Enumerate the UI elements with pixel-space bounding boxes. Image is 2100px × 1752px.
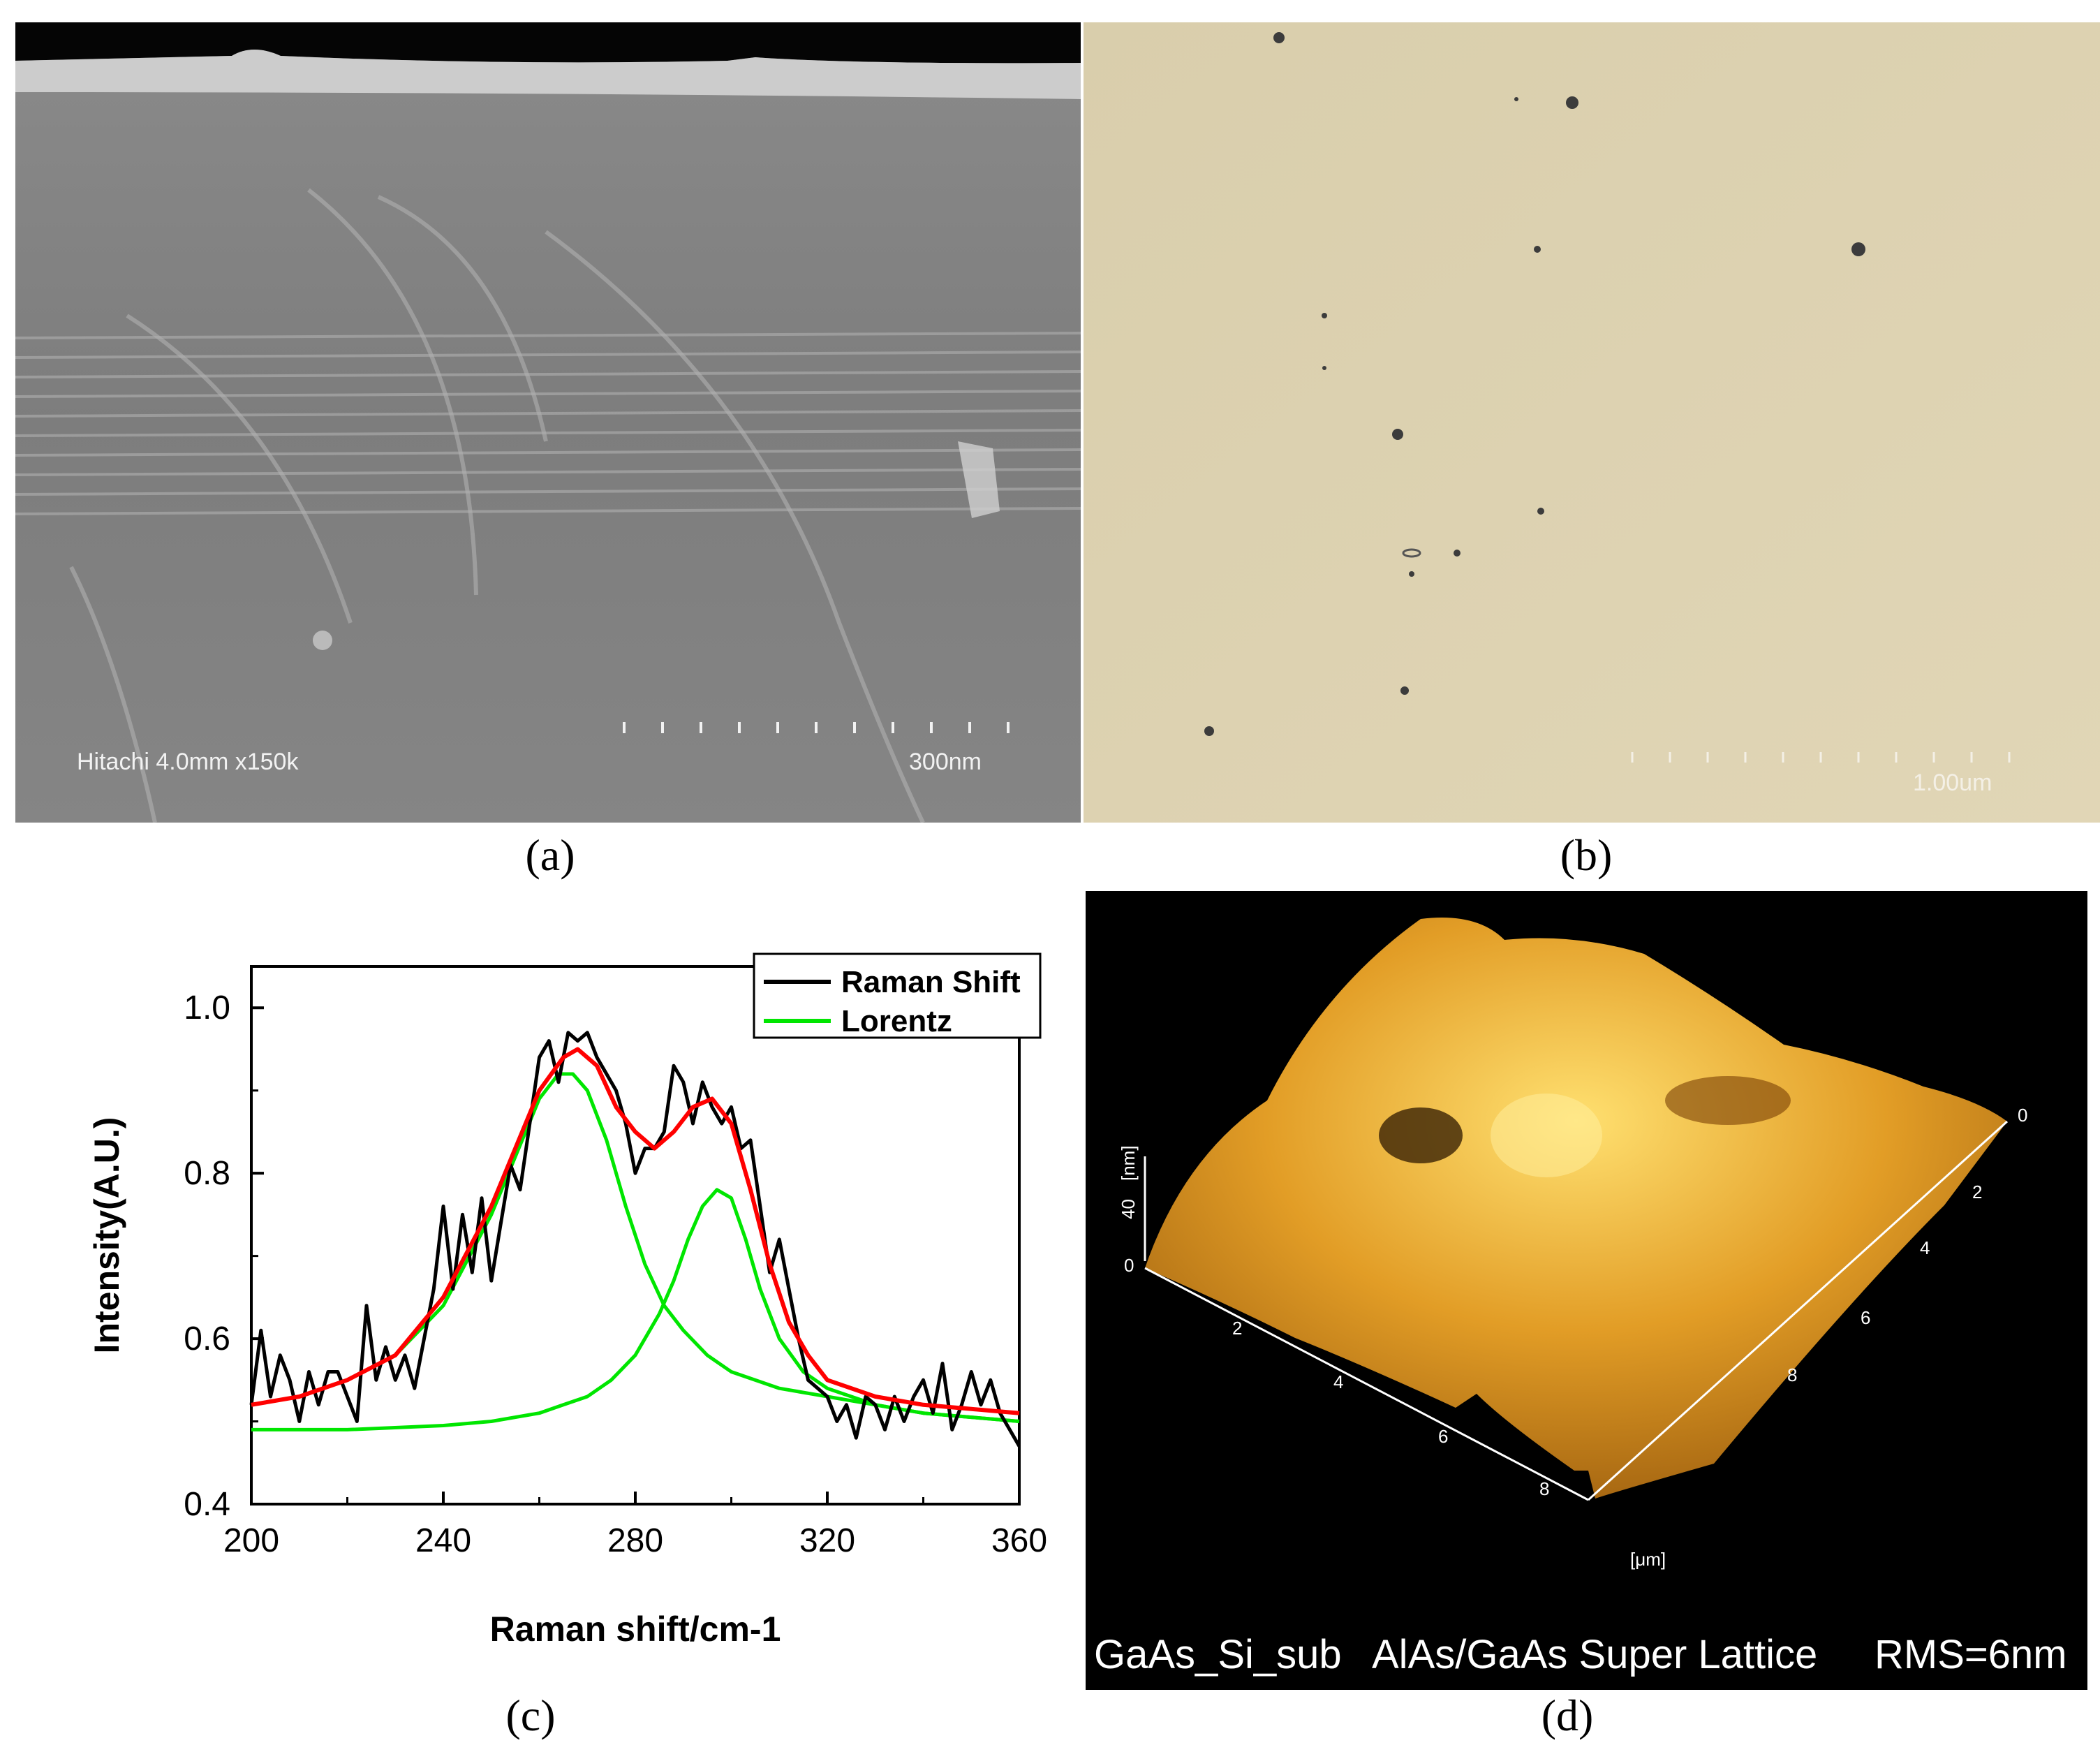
raman-chart-panel: 200 240 280 320 360 0.4 0.6 0.8 1.0 Raman Shift L…	[0, 908, 1082, 1662]
afm-structure-label: AlAs/GaAs Super Lattice	[1372, 1632, 1818, 1677]
caption-c: (c)	[505, 1691, 556, 1740]
z-tick-0: 0	[1124, 1255, 1134, 1276]
x-tick-label: 240	[415, 1522, 471, 1559]
y-tick-label: 0.6	[184, 1320, 230, 1357]
y-tick-2: 2	[1972, 1182, 1982, 1202]
y-tick-0: 0	[2018, 1105, 2027, 1126]
afm-bright-mound	[1491, 1094, 1602, 1177]
series-line-lorentz-peak-2	[251, 1188, 1020, 1431]
y-tick-label: 0.8	[184, 1155, 230, 1192]
optical-scale-label: 1.00um	[1913, 770, 1992, 796]
y-axis-label: Intensity(A.U.)	[87, 1117, 126, 1354]
afm-sample-label: GaAs_Si_sub	[1094, 1632, 1342, 1677]
raman-chart: 200 240 280 320 360 0.4 0.6 0.8 1.0 Raman Shift L…	[87, 952, 1047, 1649]
x-tick-4: 4	[1333, 1371, 1343, 1392]
sem-image	[15, 22, 1081, 823]
y-tick-label: 1.0	[184, 989, 230, 1026]
x-axis-label: Raman shift/cm-1	[490, 1610, 781, 1649]
afm-dark-pit	[1379, 1107, 1463, 1163]
afm-image: 0 40 [nm] 2 4 6 8 [μm] 0 2 4 6 8	[1118, 918, 2027, 1570]
legend-label: Lorentz	[841, 1004, 952, 1038]
optical-image-panel: 1.00um	[1084, 22, 2100, 823]
caption-d: (d)	[1541, 1691, 1594, 1740]
x-tick-6: 6	[1438, 1426, 1448, 1447]
x-tick-label: 280	[607, 1522, 663, 1559]
legend-label: Raman Shift	[841, 965, 1021, 999]
y-tick-8: 8	[1787, 1364, 1797, 1385]
series-line-raman-shift	[249, 1031, 1021, 1448]
afm-rms-label: RMS=6nm	[1875, 1632, 2067, 1677]
afm-dark-ridge	[1665, 1076, 1791, 1125]
legend-box	[753, 952, 1042, 1039]
xy-unit: [μm]	[1630, 1549, 1666, 1570]
sem-scale-label: 300nm	[909, 749, 982, 775]
optical-image	[1084, 22, 2100, 823]
caption-b: (b)	[1560, 830, 1613, 880]
x-tick-label: 360	[991, 1522, 1047, 1559]
x-tick-label: 320	[799, 1522, 855, 1559]
x-tick-label: 200	[223, 1522, 279, 1559]
sem-info-label: Hitachi 4.0mm x150k	[77, 749, 299, 775]
y-tick-6: 6	[1861, 1307, 1870, 1328]
x-tick-2: 2	[1232, 1318, 1242, 1339]
z-tick-40: 40	[1118, 1199, 1139, 1219]
caption-a: (a)	[525, 830, 575, 880]
afm-image-panel: 0 40 [nm] 2 4 6 8 [μm] 0 2 4 6 8 GaAs_Si…	[1086, 891, 2087, 1690]
y-tick-label: 0.4	[184, 1486, 230, 1523]
sem-image-panel: Hitachi 4.0mm x150k 300nm	[15, 22, 1081, 823]
x-tick-8: 8	[1539, 1478, 1549, 1499]
z-unit: [nm]	[1118, 1145, 1139, 1181]
y-tick-4: 4	[1920, 1237, 1930, 1258]
series-line-fit-sum	[251, 1047, 1020, 1415]
series-line-lorentz-peak-1	[251, 1072, 1020, 1423]
